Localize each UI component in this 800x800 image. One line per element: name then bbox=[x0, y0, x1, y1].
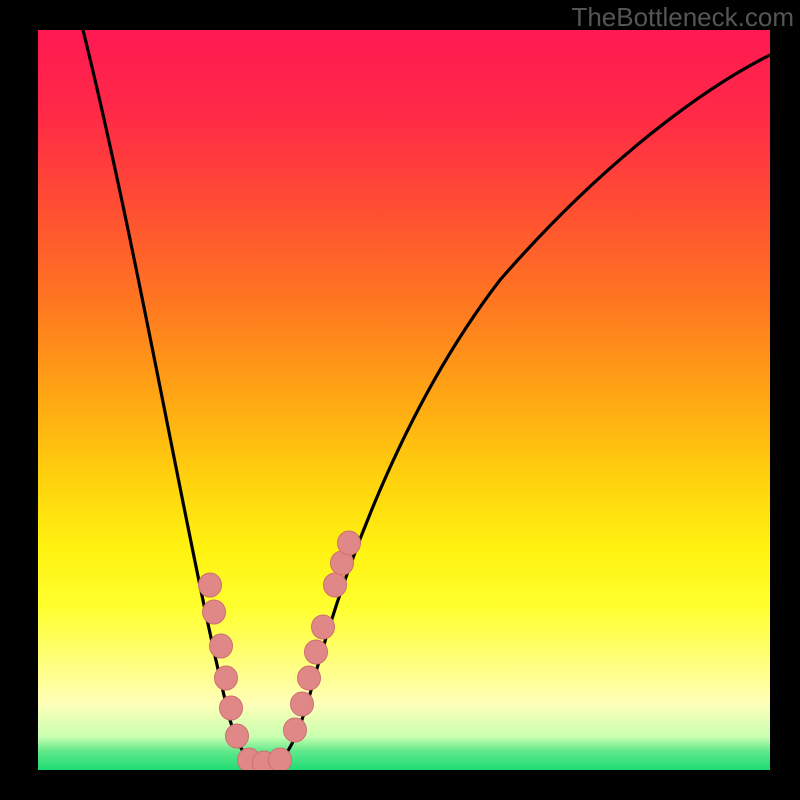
curve-marker bbox=[269, 748, 292, 772]
curve-marker bbox=[291, 692, 314, 716]
watermark-text: TheBottleneck.com bbox=[571, 2, 794, 33]
curve-marker bbox=[338, 531, 361, 555]
curve-marker bbox=[305, 640, 328, 664]
plot-svg bbox=[0, 0, 800, 800]
curve-marker bbox=[324, 573, 347, 597]
curve-marker bbox=[203, 600, 226, 624]
curve-marker bbox=[226, 724, 249, 748]
curve-marker bbox=[298, 666, 321, 690]
curve-marker bbox=[199, 573, 222, 597]
curve-marker bbox=[284, 718, 307, 742]
curve-marker bbox=[220, 696, 243, 720]
plot-background bbox=[38, 30, 770, 770]
curve-marker bbox=[215, 666, 238, 690]
curve-marker bbox=[312, 615, 335, 639]
figure-root: TheBottleneck.com bbox=[0, 0, 800, 800]
curve-marker bbox=[210, 634, 233, 658]
